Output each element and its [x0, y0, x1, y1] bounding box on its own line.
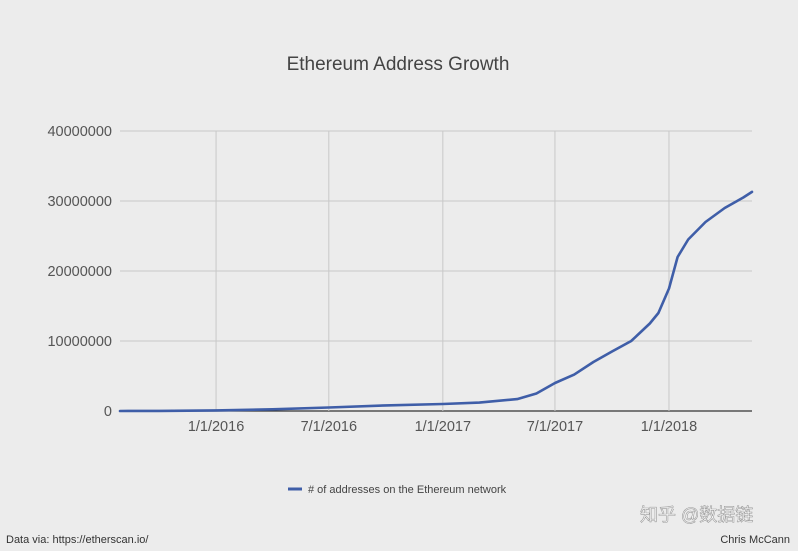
y-tick-label: 20000000	[47, 264, 112, 280]
author-text: Chris McCann	[720, 534, 790, 546]
watermark: 知乎 @数据链	[640, 505, 753, 525]
chart-title: Ethereum Address Growth	[287, 54, 510, 75]
data-source-text: Data via: https://etherscan.io/	[6, 534, 149, 546]
x-tick-label: 7/1/2017	[527, 419, 583, 435]
x-tick-label: 1/1/2017	[415, 419, 471, 435]
y-tick-label: 40000000	[47, 124, 112, 140]
series-line-0	[118, 190, 754, 413]
gridlines	[120, 130, 752, 412]
legend-label: # of addresses on the Ethereum network	[308, 484, 507, 496]
legend[interactable]: # of addresses on the Ethereum network	[288, 484, 507, 496]
series-lines	[118, 190, 754, 413]
y-tick-label: 0	[104, 404, 112, 420]
x-tick-label: 7/1/2016	[301, 419, 357, 435]
y-axis-ticks: 0 10000000 20000000 30000000 40000000	[47, 124, 112, 420]
x-tick-label: 1/1/2016	[188, 419, 244, 435]
x-tick-label: 1/1/2018	[641, 419, 697, 435]
x-axis-ticks: 1/1/2016 7/1/2016 1/1/2017 7/1/2017 1/1/2018	[188, 419, 697, 435]
y-tick-label: 30000000	[47, 194, 112, 210]
y-tick-label: 10000000	[47, 334, 112, 350]
